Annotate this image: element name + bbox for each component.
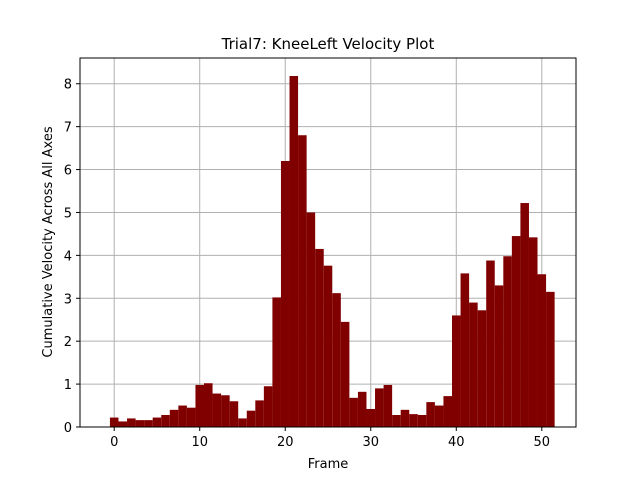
y-tick-label: 0 <box>64 421 72 436</box>
y-tick-label: 8 <box>64 78 72 93</box>
bar <box>246 410 256 427</box>
y-tick-label: 6 <box>64 164 72 179</box>
y-tick-label: 7 <box>64 121 72 136</box>
bar <box>109 417 119 427</box>
chart-title: Trial7: KneeLeft Velocity Plot <box>221 35 435 53</box>
bar <box>315 248 324 427</box>
y-tick-label: 2 <box>64 335 72 350</box>
bar <box>204 383 213 427</box>
y-axis-label: Cumulative Velocity Across All Axes <box>41 126 56 357</box>
bar <box>323 265 333 427</box>
bar <box>255 400 264 427</box>
x-axis: 0 10 20 30 40 50 <box>110 427 550 450</box>
bar <box>272 297 281 427</box>
x-tick-label: 50 <box>534 435 551 450</box>
grid <box>80 58 576 428</box>
x-axis-label: Frame <box>308 457 349 472</box>
bar <box>426 402 435 427</box>
bar <box>409 414 418 427</box>
bar <box>528 237 538 427</box>
bar <box>221 395 230 427</box>
bar <box>392 414 401 427</box>
x-tick-label: 20 <box>277 435 294 450</box>
y-tick-label: 5 <box>64 206 72 221</box>
bar <box>417 414 427 427</box>
bar <box>503 256 512 427</box>
bar <box>469 302 478 427</box>
bar <box>383 384 393 427</box>
bar <box>537 274 547 427</box>
bar <box>178 405 187 427</box>
bar <box>135 420 145 427</box>
bars <box>109 76 555 428</box>
bar <box>161 414 170 427</box>
bar <box>280 160 290 427</box>
x-tick-label: 0 <box>110 435 118 450</box>
x-tick-label: 30 <box>362 435 379 450</box>
bar <box>263 386 273 427</box>
bar <box>332 293 341 427</box>
bar <box>520 203 529 427</box>
y-tick-label: 3 <box>64 292 72 307</box>
bar <box>452 315 461 427</box>
bar <box>298 135 307 428</box>
y-axis: 0 1 2 3 4 5 6 7 8 <box>64 78 80 436</box>
x-tick-label: 10 <box>191 435 208 450</box>
x-tick-label: 40 <box>448 435 465 450</box>
bar <box>169 409 179 427</box>
bar <box>434 405 444 427</box>
y-tick-label: 4 <box>64 249 72 264</box>
bar <box>494 285 504 427</box>
bar <box>486 260 495 427</box>
bar <box>366 408 376 427</box>
bar <box>443 396 452 427</box>
plot-frame <box>79 57 577 428</box>
bar <box>289 76 299 427</box>
bar <box>186 407 196 427</box>
y-tick-label: 1 <box>64 378 72 393</box>
bar <box>357 391 367 427</box>
bar <box>212 393 222 427</box>
bar <box>477 310 487 427</box>
bar <box>195 384 204 427</box>
bar <box>349 397 358 427</box>
bar <box>152 417 162 427</box>
bar <box>400 409 410 427</box>
bar <box>144 420 153 427</box>
bar <box>118 421 128 427</box>
bar <box>546 291 555 427</box>
bar <box>306 212 316 427</box>
bar <box>460 273 470 427</box>
bar <box>511 236 521 427</box>
bar <box>229 401 239 427</box>
bar <box>340 321 350 427</box>
bar <box>127 418 136 427</box>
bar <box>375 388 384 427</box>
bar <box>238 418 247 427</box>
